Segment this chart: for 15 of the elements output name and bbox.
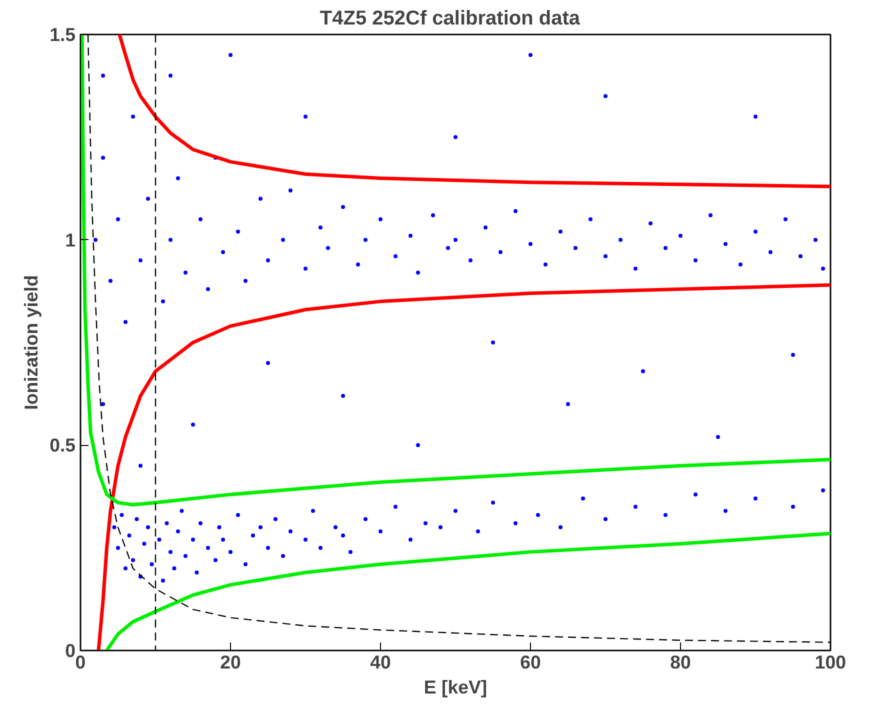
y-tick-label: 0.5	[50, 434, 76, 456]
line-series	[80, 34, 830, 506]
line-series	[105, 532, 830, 650]
chart-title: T4Z5 252Cf calibration data	[320, 8, 581, 30]
y-tick-label: 1	[65, 229, 76, 250]
x-tick-label: 20	[220, 652, 241, 672]
x-axis-title: E [keV]	[424, 676, 488, 698]
x-tick-label: 80	[670, 652, 691, 672]
line-series	[96, 283, 830, 650]
y-axis-title: Ionization yield	[20, 275, 42, 410]
line-series	[118, 34, 830, 188]
x-tick-label: 100	[814, 652, 846, 672]
x-tick-label: 60	[520, 652, 541, 672]
y-tick-label: 1.5	[50, 24, 76, 45]
x-tick-label: 40	[370, 652, 391, 672]
